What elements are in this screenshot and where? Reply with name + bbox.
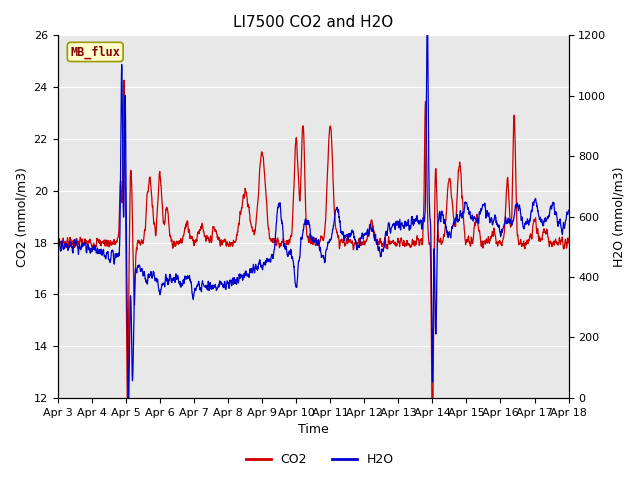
Title: LI7500 CO2 and H2O: LI7500 CO2 and H2O bbox=[233, 15, 393, 30]
Y-axis label: CO2 (mmol/m3): CO2 (mmol/m3) bbox=[15, 167, 28, 266]
Text: MB_flux: MB_flux bbox=[70, 45, 120, 59]
Y-axis label: H2O (mmol/m3): H2O (mmol/m3) bbox=[612, 167, 625, 267]
X-axis label: Time: Time bbox=[298, 423, 328, 436]
Legend: CO2, H2O: CO2, H2O bbox=[241, 448, 399, 471]
